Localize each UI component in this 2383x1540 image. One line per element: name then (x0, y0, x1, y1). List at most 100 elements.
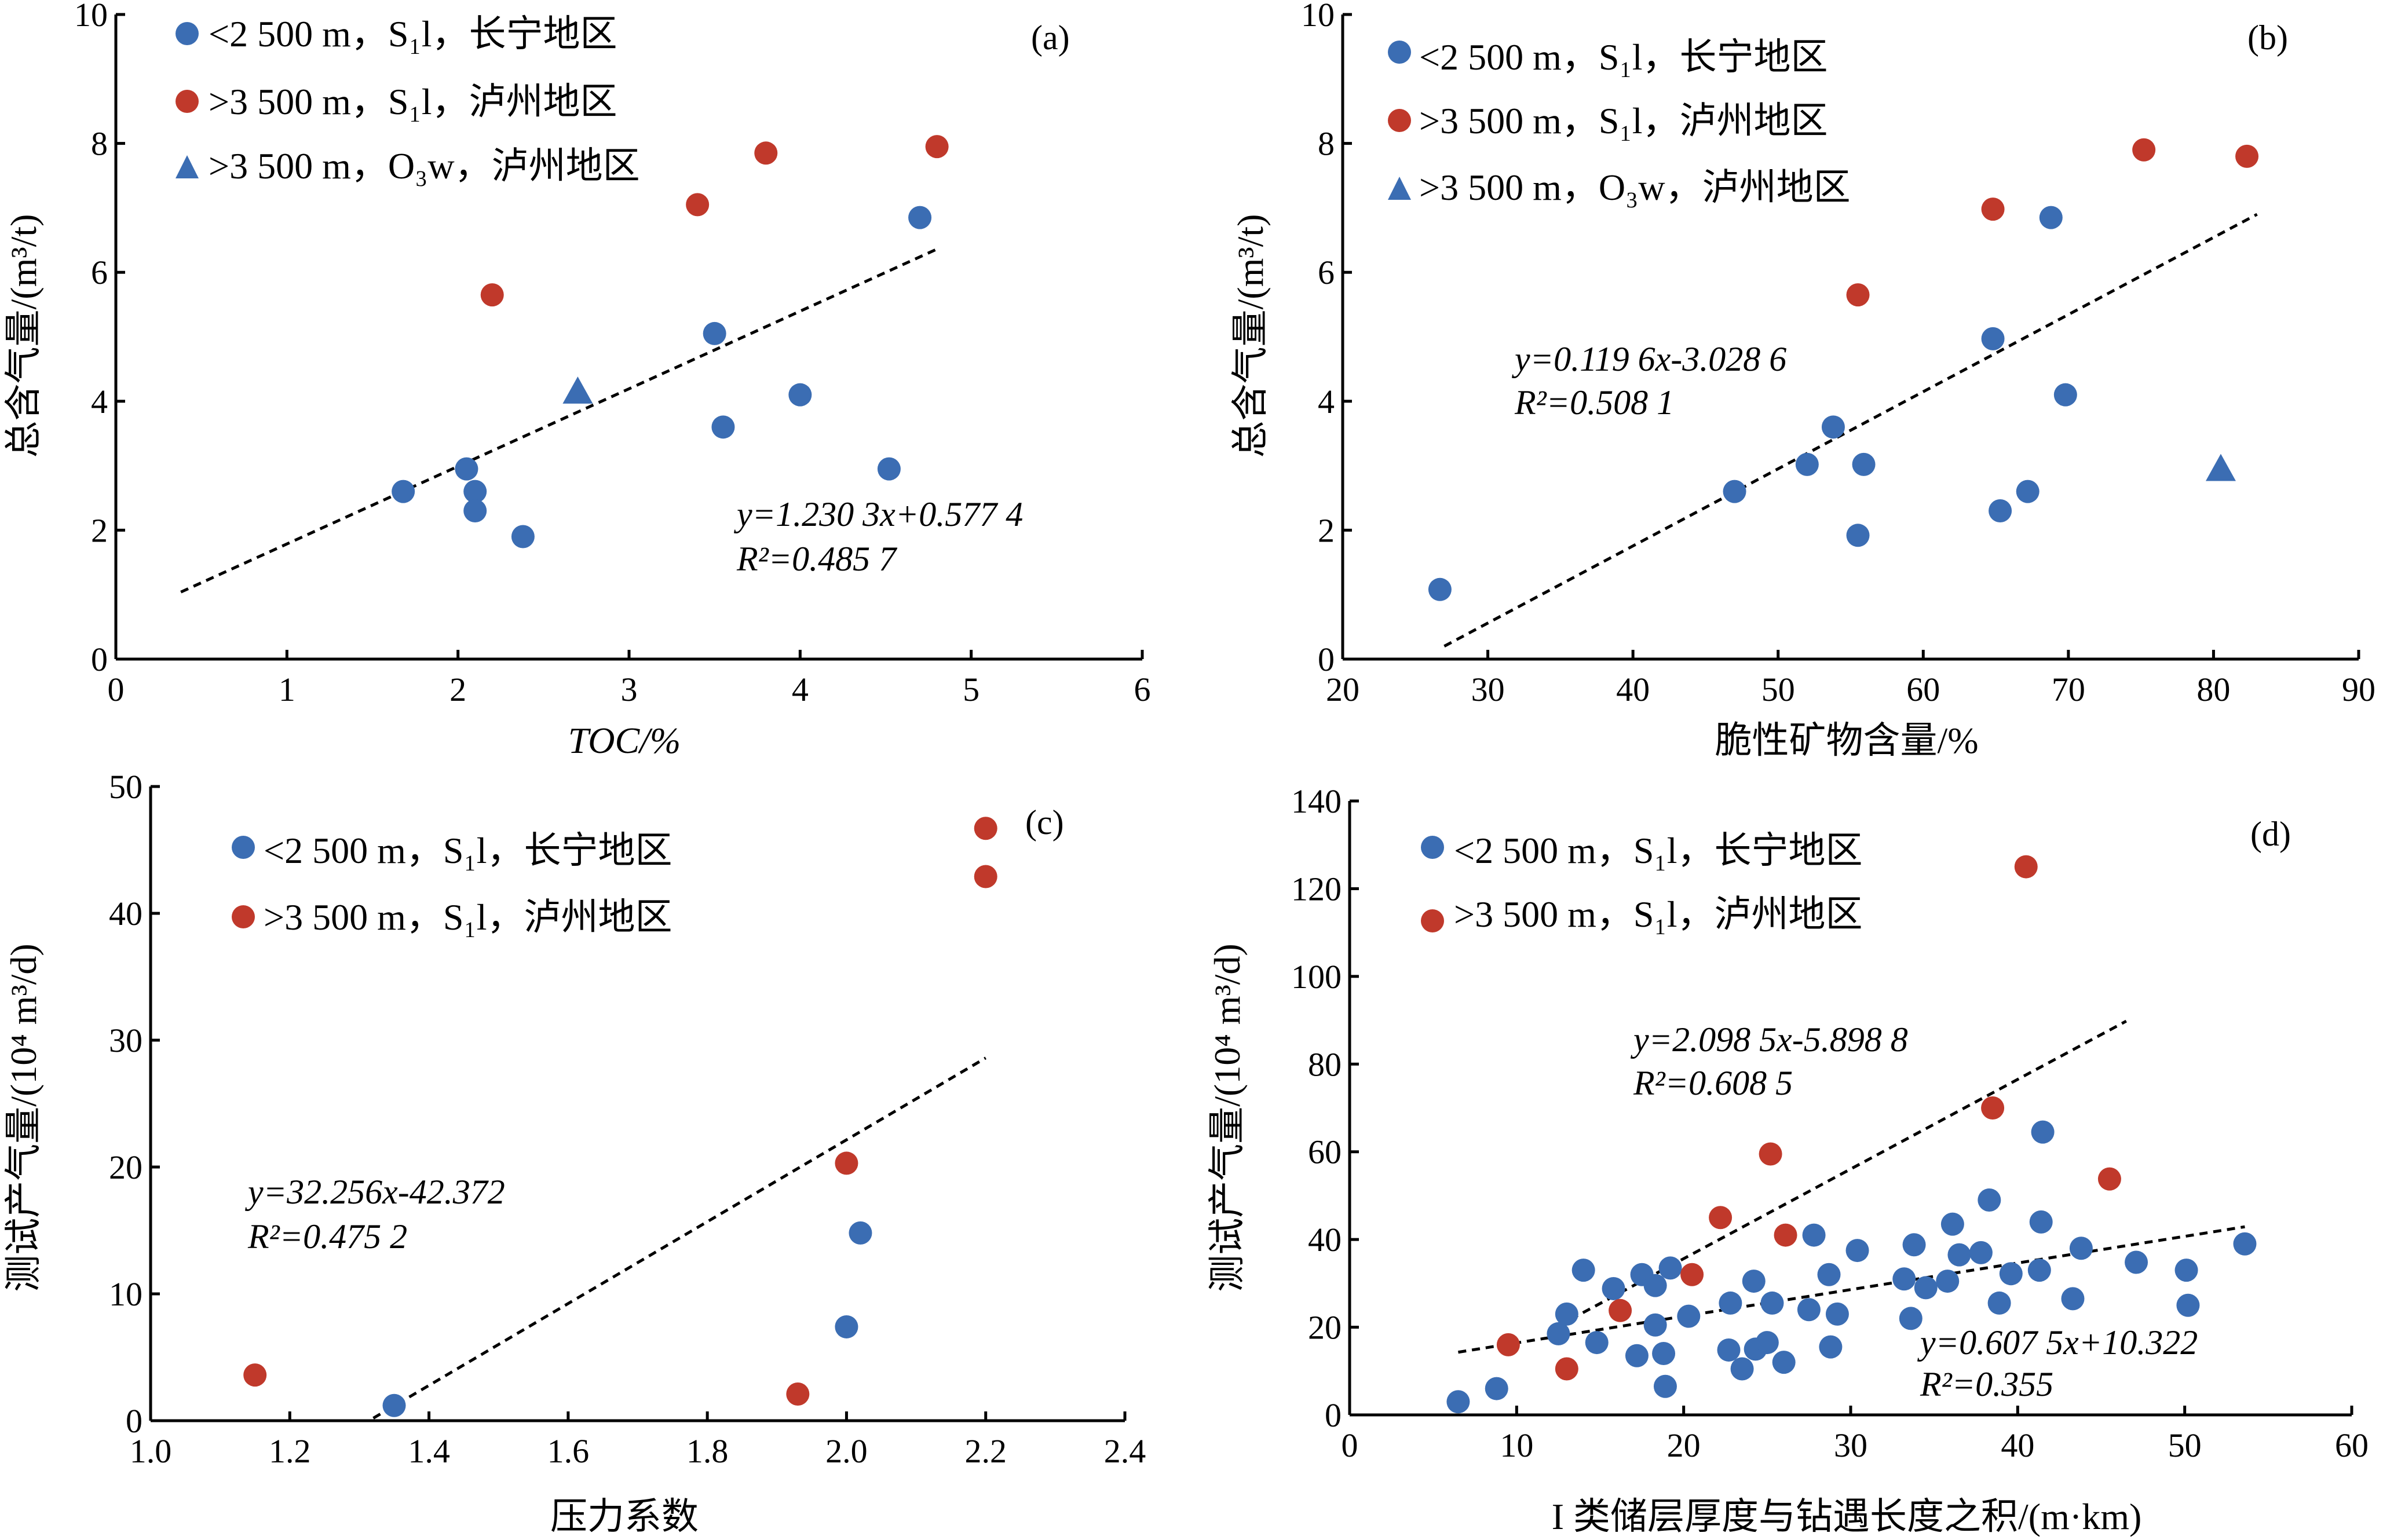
y-tick-label-a-5: 10 (74, 0, 108, 34)
equation-b-0: y=0.119 6x-3.028 6 (1511, 340, 1786, 378)
point-d-s0-37 (1978, 1188, 2001, 1212)
x-tick-label-a-4: 4 (792, 671, 809, 708)
x-axis-title-d: I 类储层厚度与钻遇长度之积/(m·km) (1552, 1496, 2142, 1537)
point-a-s2-0 (562, 376, 593, 404)
point-d-s0-35 (1947, 1243, 1971, 1267)
x-tick-label-c-5: 2.0 (825, 1432, 868, 1470)
point-b-s2-0 (2205, 453, 2236, 481)
point-a-s1-2 (754, 141, 778, 165)
y-tick-label-c-0: 0 (126, 1402, 142, 1440)
panel-label-d: (d) (2250, 815, 2291, 853)
point-d-s1-0 (1496, 1333, 1520, 1356)
legend-b-label-1: >3 500 m，S₁l，泸州地区 (1419, 100, 1828, 141)
point-b-s0-7 (1989, 499, 2012, 523)
fit-line-c-0 (372, 1056, 986, 1420)
point-d-s0-21 (1760, 1291, 1784, 1315)
x-tick-label-c-3: 1.6 (547, 1432, 590, 1470)
point-c-s0-2 (849, 1221, 872, 1245)
point-d-s0-46 (2174, 1259, 2198, 1282)
point-d-s0-3 (1555, 1302, 1578, 1326)
point-d-s0-24 (1802, 1223, 1826, 1247)
point-d-s0-1 (1485, 1377, 1508, 1400)
point-b-s0-10 (2053, 383, 2077, 407)
point-a-s0-3 (463, 499, 487, 523)
point-a-s1-0 (480, 283, 504, 307)
y-axis-title-c: 测试产气量/(10⁴ m³/d) (3, 943, 44, 1292)
point-d-s0-23 (1797, 1298, 1821, 1322)
point-d-s0-12 (1653, 1374, 1677, 1398)
point-d-s0-28 (1845, 1239, 1869, 1263)
point-d-s0-6 (1602, 1276, 1625, 1300)
legend-b-label-2: >3 500 m，O₃w，泸州地区 (1419, 167, 1851, 208)
x-tick-label-a-3: 3 (621, 671, 638, 708)
point-c-s0-1 (835, 1315, 858, 1338)
legend-c: <2 500 m，S₁l，长宁地区 >3 500 m，S₁l，泸州地区 (232, 830, 672, 938)
y-tick-label-b-1: 2 (1318, 511, 1335, 549)
point-d-s0-14 (1677, 1304, 1701, 1328)
r2-d-0: R²=0.608 5 (1633, 1064, 1793, 1102)
x-tick-label-d-6: 60 (2335, 1426, 2369, 1464)
legend-c-label-1: >3 500 m，S₁l，泸州地区 (264, 897, 672, 938)
panel-d: (d) I 类储层厚度与钻遇长度之积/(m·km) 测试产气量/(10⁴ m³/… (1207, 782, 2369, 1537)
x-tick-label-b-3: 50 (1761, 671, 1795, 708)
x-axis-title-a: TOC/% (568, 720, 681, 761)
point-b-s1-0 (1846, 283, 1870, 307)
point-a-s1-1 (686, 193, 710, 217)
point-a-s0-7 (788, 383, 812, 407)
panel-label-b: (b) (2247, 19, 2288, 57)
point-d-s0-33 (1936, 1270, 1960, 1293)
legend-b-marker-2 (1388, 177, 1411, 200)
point-d-s0-36 (1969, 1241, 1993, 1264)
equation-d-1: y=0.607 5x+10.322 (1917, 1323, 2198, 1362)
panel-label-a: (a) (1031, 19, 1070, 57)
point-d-s0-25 (1817, 1263, 1841, 1286)
point-c-s1-3 (974, 865, 997, 888)
y-tick-label-b-5: 10 (1301, 0, 1335, 34)
x-tick-label-b-1: 30 (1471, 671, 1505, 708)
x-axis-title-b: 脆性矿物含量/% (1715, 720, 1978, 761)
y-tick-label-a-1: 2 (91, 511, 108, 549)
point-a-s0-2 (463, 480, 487, 503)
point-d-s1-2 (1609, 1298, 1632, 1322)
legend-b: <2 500 m，S₁l，长宁地区 >3 500 m，S₁l，泸州地区 >3 5… (1388, 36, 1851, 208)
legend-c-marker-0 (232, 836, 255, 859)
legend-a-label-0: <2 500 m，S₁l，长宁地区 (209, 13, 617, 54)
point-a-s0-6 (711, 415, 735, 439)
equation-c-0: y=32.256x-42.372 (244, 1173, 505, 1211)
panel-label-c: (c) (1025, 803, 1064, 842)
r2-a-0: R²=0.485 7 (736, 540, 898, 578)
point-d-s0-30 (1899, 1307, 1923, 1330)
point-d-s1-3 (1680, 1263, 1704, 1286)
r2-d-1: R²=0.355 (1920, 1365, 2053, 1403)
x-tick-label-d-3: 30 (1834, 1426, 1867, 1464)
legend-a-marker-0 (176, 22, 199, 45)
y-axis-title-b: 总含气量/(m³/t) (1230, 214, 1271, 458)
legend-d-marker-1 (1421, 909, 1444, 932)
fit-line-d-1 (1458, 1225, 2245, 1354)
legend-a-label-2: >3 500 m，O₃w，泸州地区 (209, 145, 640, 186)
point-a-s0-4 (511, 525, 535, 548)
point-d-s0-13 (1658, 1256, 1682, 1280)
point-d-s0-34 (1940, 1212, 1964, 1236)
x-axis-title-c: 压力系数 (550, 1496, 699, 1537)
legend-d-marker-0 (1421, 836, 1444, 859)
r2-b-0: R²=0.508 1 (1514, 383, 1674, 422)
legend-a-marker-1 (176, 90, 199, 113)
fit-line-b-0 (1443, 213, 2258, 648)
y-tick-label-c-2: 20 (109, 1148, 142, 1186)
point-d-s0-2 (1547, 1322, 1570, 1345)
point-a-s0-0 (392, 480, 415, 503)
legend-a: <2 500 m，S₁l，长宁地区 >3 500 m，S₁l，泸州地区 >3 5… (176, 13, 640, 186)
y-tick-label-d-2: 40 (1308, 1221, 1342, 1259)
y-tick-label-d-0: 0 (1325, 1396, 1342, 1434)
legend-b-marker-0 (1388, 41, 1411, 64)
x-tick-label-a-0: 0 (108, 671, 125, 708)
r2-c-0: R²=0.475 2 (247, 1217, 407, 1256)
point-d-s0-32 (1914, 1276, 1938, 1300)
point-d-s0-44 (2069, 1237, 2093, 1260)
x-tick-label-c-7: 2.4 (1104, 1432, 1146, 1470)
legend-a-label-1: >3 500 m，S₁l，泸州地区 (209, 81, 617, 122)
point-a-s0-5 (703, 321, 726, 345)
point-a-s0-1 (455, 457, 478, 481)
point-d-s0-43 (2061, 1287, 2085, 1311)
